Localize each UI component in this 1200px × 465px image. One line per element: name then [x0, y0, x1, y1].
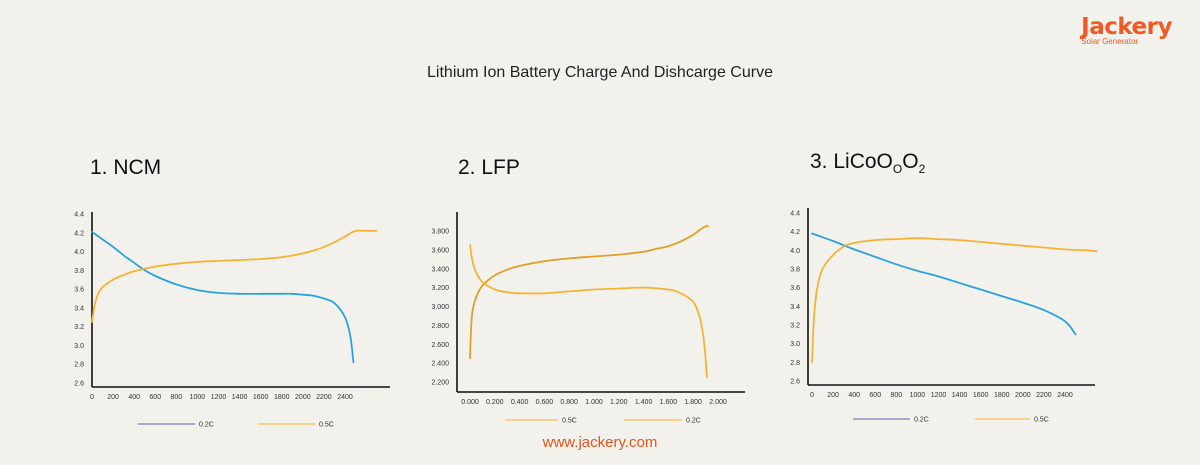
- chart-0-x-tick-label: 200: [107, 394, 119, 401]
- chart-0-x-tick-label: 600: [149, 394, 161, 401]
- chart-1-x-tick-label: 0.000: [461, 399, 479, 406]
- chart-2-y-tick-label: 3.4: [790, 304, 800, 311]
- chart-0-x-tick-label: 1800: [274, 394, 290, 401]
- chart-2-x-tick-label: 0: [810, 392, 814, 399]
- chart-0-x-tick-label: 0: [90, 394, 94, 401]
- chart-title-licoo2-o: O: [902, 150, 919, 173]
- chart-2-legend-label: 0.5C: [1034, 417, 1049, 424]
- chart-0-y-tick-label: 3.6: [74, 287, 84, 294]
- chart-0-x-tick-label: 1200: [211, 394, 227, 401]
- chart-title-licoo2-subscript-2: 2: [918, 162, 926, 177]
- chart-1-x-tick-label: 2.000: [709, 399, 727, 406]
- chart-1-x-tick-label: 1.200: [610, 399, 628, 406]
- chart-2-x-tick-label: 200: [827, 392, 839, 399]
- chart-0-y-tick-label: 3.0: [74, 343, 84, 350]
- chart-0-y-tick-label: 2.6: [74, 381, 84, 388]
- chart-2-x-tick-label: 400: [848, 392, 860, 399]
- chart-0-y-tick-label: 4.0: [74, 249, 84, 256]
- chart-1-y-tick-label: 2.600: [431, 342, 449, 349]
- chart-0-legend-label: 0.2C: [199, 422, 214, 429]
- chart-0-y-tick-label: 3.2: [74, 324, 84, 331]
- chart-title-lfp: 2. LFP: [458, 156, 520, 179]
- chart-1-x-tick-label: 0.400: [511, 399, 529, 406]
- chart-1-y-tick-label: 3.200: [431, 285, 449, 292]
- chart-0-legend-label: 0.5C: [319, 422, 334, 429]
- chart-2-x-tick-label: 2400: [1057, 392, 1073, 399]
- brand-name: Jackery: [1081, 14, 1172, 40]
- chart-0-y-tick-label: 3.8: [74, 268, 84, 275]
- chart-1-x-tick-label: 1.800: [684, 399, 702, 406]
- chart-1-x-tick-label: 0.600: [536, 399, 554, 406]
- chart-0-x-tick-label: 400: [128, 394, 140, 401]
- chart-0-x-tick-label: 2400: [337, 394, 353, 401]
- chart-1-x-tick-label: 0.800: [560, 399, 578, 406]
- chart-2-y-tick-label: 3.2: [790, 323, 800, 330]
- chart-1-legend-label: 0.5C: [562, 418, 577, 425]
- chart-1-y-tick-label: 3.400: [431, 266, 449, 273]
- page-title: Lithium Ion Battery Charge And Dishcarge…: [427, 64, 773, 81]
- chart-1-x-tick-label: 1.000: [585, 399, 603, 406]
- chart-2-y-tick-label: 4.0: [790, 248, 800, 255]
- chart-1-x-tick-label: 1.400: [635, 399, 653, 406]
- brand-tagline: Solar Generator: [1081, 37, 1139, 46]
- chart-2-x-tick-label: 1000: [910, 392, 926, 399]
- chart-0-y-tick-label: 2.8: [74, 362, 84, 369]
- chart-title-licoo2: 3. LiCoOOO2: [810, 150, 925, 176]
- chart-0-series-02C-line: [91, 230, 355, 364]
- chart-1-y-tick-label: 2.200: [431, 380, 449, 387]
- chart-2-x-tick-label: 800: [890, 392, 902, 399]
- chart-title-licoo2-main: 3. LiCoO: [810, 150, 893, 173]
- brand-logo: Jackery Solar Generator: [1081, 14, 1172, 46]
- chart-2-y-tick-label: 4.4: [790, 211, 800, 218]
- chart-2-y-tick-label: 3.0: [790, 341, 800, 348]
- chart-1-y-tick-label: 2.800: [431, 323, 449, 330]
- chart-2-x-tick-label: 1800: [994, 392, 1010, 399]
- chart-1-series-02C-line: [469, 244, 708, 379]
- chart-1-y-tick-label: 3.000: [431, 304, 449, 311]
- chart-1-x-tick-label: 1.600: [660, 399, 678, 406]
- chart-2-x-tick-label: 600: [869, 392, 881, 399]
- chart-0-x-tick-label: 2000: [295, 394, 311, 401]
- chart-1-legend-label: 0.2C: [686, 418, 701, 425]
- chart-0-x-tick-label: 2200: [316, 394, 332, 401]
- chart-0-x-tick-label: 1000: [190, 394, 206, 401]
- chart-2-y-tick-label: 3.8: [790, 267, 800, 274]
- footer-website-link[interactable]: www.jackery.com: [542, 434, 658, 451]
- chart-1-series-05C-line: [469, 225, 709, 360]
- chart-0-series-05C-line: [91, 229, 378, 323]
- chart-2-x-tick-label: 1200: [931, 392, 947, 399]
- chart-1-y-tick-label: 2.400: [431, 361, 449, 368]
- chart-0-y-tick-label: 3.4: [74, 305, 84, 312]
- chart-2-legend-label: 0.2C: [914, 417, 929, 424]
- chart-1-x-tick-label: 0.200: [486, 399, 504, 406]
- chart-2-y-tick-label: 2.6: [790, 379, 800, 386]
- chart-2-series-05C-line: [811, 237, 1098, 364]
- chart-2-y-tick-label: 3.6: [790, 285, 800, 292]
- chart-0-x-tick-label: 800: [170, 394, 182, 401]
- chart-2-y-tick-label: 4.2: [790, 229, 800, 236]
- chart-title-licoo2-subscript: O: [892, 162, 903, 177]
- chart-2-y-tick-label: 2.8: [790, 360, 800, 367]
- chart-2-x-tick-label: 2200: [1036, 392, 1052, 399]
- chart-1-y-tick-label: 3.600: [431, 247, 449, 254]
- chart-0-x-tick-label: 1400: [232, 394, 248, 401]
- chart-2-series-02C-line: [811, 232, 1077, 336]
- chart-2-x-tick-label: 1600: [973, 392, 989, 399]
- chart-title-ncm: 1. NCM: [90, 156, 162, 179]
- chart-0-x-tick-label: 1600: [253, 394, 269, 401]
- chart-1-y-tick-label: 3.800: [431, 229, 449, 236]
- chart-0-y-tick-label: 4.2: [74, 230, 84, 237]
- chart-2-x-tick-label: 2000: [1015, 392, 1031, 399]
- chart-2-x-tick-label: 1400: [952, 392, 968, 399]
- chart-0-y-tick-label: 4.4: [74, 212, 84, 219]
